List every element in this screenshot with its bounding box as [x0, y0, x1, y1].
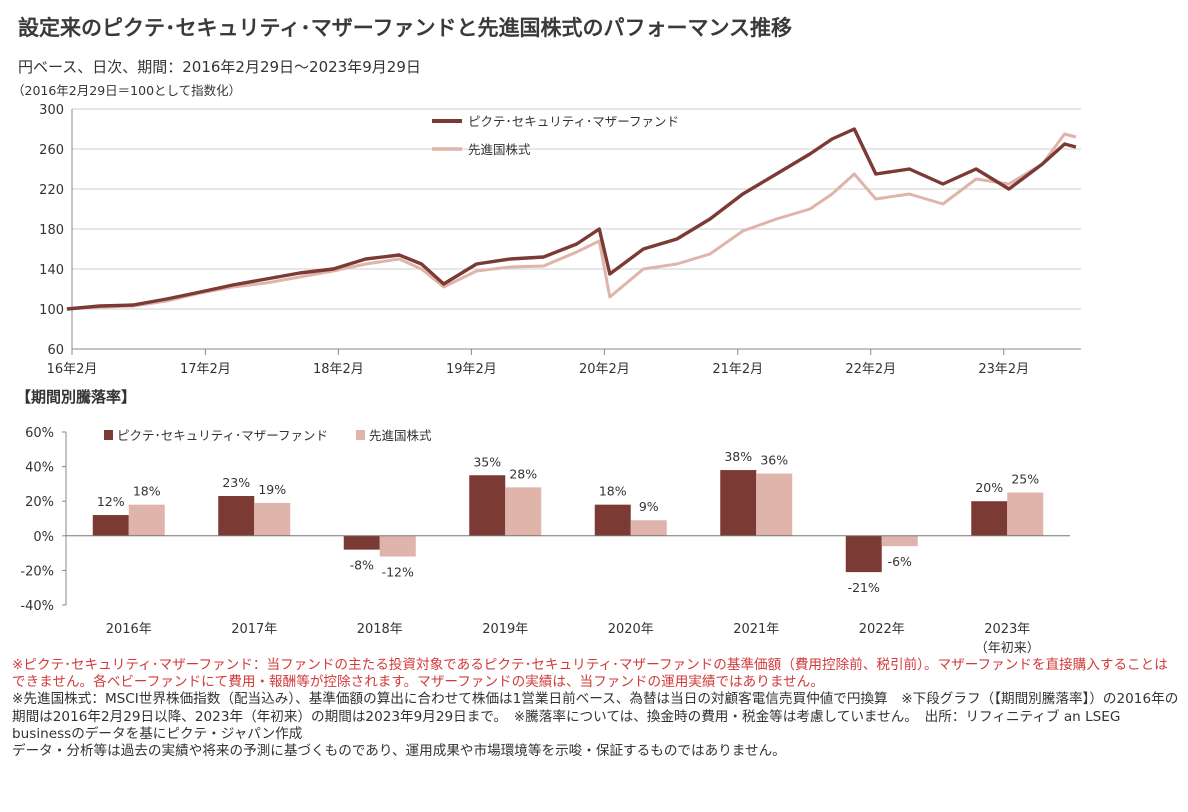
x-tick-label: 20年2月 [579, 362, 630, 377]
bar-fund [845, 535, 882, 573]
x-tick-label: 2017年 [231, 622, 277, 637]
data-label: 25% [1011, 472, 1039, 487]
data-label: 18% [133, 484, 161, 499]
legend-label: ピクテ･セキュリティ･マザーファンド [117, 428, 328, 443]
x-tick-label: 2019年 [482, 622, 528, 637]
x-tick-label: 2020年 [608, 622, 654, 637]
data-label: -6% [888, 554, 912, 569]
y-tick-label: -40% [20, 599, 54, 614]
data-label: 36% [760, 453, 788, 468]
bar-fund [469, 475, 506, 536]
bar-index [1007, 492, 1044, 536]
legend-swatch [356, 430, 365, 440]
bar-fund [971, 501, 1008, 536]
y-tick-label: 300 [39, 103, 64, 118]
bar-index [379, 535, 416, 557]
chart-title: 設定来のピクテ･セキュリティ･マザーファンドと先進国株式のパフォーマンス推移 [18, 16, 793, 40]
series-line-fund [66, 127, 1077, 311]
data-label: -8% [350, 558, 374, 573]
note-fund: ※ピクテ･セキュリティ･マザーファンド：当ファンドの主たる投資対象であるピクテ･… [12, 657, 1168, 691]
y-tick-label: 140 [39, 263, 64, 278]
y-tick-label: -20% [20, 564, 54, 579]
bar-index [756, 473, 793, 536]
x-tick-label: 2022年 [859, 622, 905, 637]
note-index: ※先進国株式：MSCI世界株価指数（配当込み）、基準価額の算出に合わせて株価は1… [12, 691, 1179, 742]
x-tick-label: 17年2月 [180, 362, 231, 377]
data-label: 38% [724, 449, 752, 464]
x-tick-label: 19年2月 [446, 362, 497, 377]
y-tick-label: 260 [39, 143, 64, 158]
y-tick-label: 0% [33, 530, 54, 545]
data-label: 35% [473, 454, 501, 469]
line-chart: 60 100 140 180 220 260 300 16年2月 17年2月 18年2月 19年2月… [39, 103, 1081, 377]
bar-index [881, 535, 918, 547]
bar-index [630, 520, 667, 536]
x-tick-label: 22年2月 [845, 362, 896, 377]
bar-fund [720, 470, 757, 536]
category-note: （年初来） [975, 641, 1040, 656]
bar-index [505, 487, 542, 536]
legend-swatch [104, 430, 113, 440]
data-label: 28% [509, 466, 537, 481]
x-tick-label: 16年2月 [47, 362, 98, 377]
bar-index [128, 504, 165, 536]
chart-subtitle: 円ベース、日次、期間：2016年2月29日～2023年9月29日 [18, 58, 421, 76]
index-note: （2016年2月29日＝100として指数化） [12, 83, 242, 98]
section-title: 【期間別騰落率】 [16, 388, 137, 406]
note-disclaimer: データ・分析等は過去の実績や将来の予測に基づくものであり、運用成果や市場環境等を… [12, 743, 786, 760]
x-tick-label: 2018年 [357, 622, 403, 637]
data-label: 23% [222, 475, 250, 490]
y-tick-label: 60 [47, 343, 64, 358]
y-tick-label: 40% [25, 461, 54, 476]
data-label: 12% [97, 494, 125, 509]
bar-fund [343, 535, 380, 550]
legend-label: ピクテ･セキュリティ･マザーファンド [468, 114, 679, 129]
y-tick-label: 20% [25, 495, 54, 510]
data-label: 20% [975, 480, 1003, 495]
bar-fund [594, 504, 631, 536]
data-label: 19% [258, 482, 286, 497]
x-tick-label: 2016年 [106, 622, 152, 637]
y-tick-label: 60% [25, 426, 54, 441]
x-tick-label: 2023年 [984, 622, 1030, 637]
y-tick-label: 100 [39, 303, 64, 318]
x-tick-label: 21年2月 [712, 362, 763, 377]
data-label: -21% [848, 580, 880, 595]
bar-fund [218, 496, 255, 536]
bar-index [254, 502, 291, 536]
data-label: 9% [639, 499, 659, 514]
data-label: -12% [382, 565, 414, 580]
footnotes: ※ピクテ･セキュリティ･マザーファンド：当ファンドの主たる投資対象であるピクテ･… [12, 657, 1180, 760]
bar-fund [92, 515, 129, 536]
x-tick-label: 23年2月 [978, 362, 1029, 377]
legend-label: 先進国株式 [468, 142, 531, 157]
legend-label: 先進国株式 [369, 428, 432, 443]
data-label: 18% [599, 484, 627, 499]
y-tick-label: 220 [39, 183, 64, 198]
x-tick-label: 18年2月 [313, 362, 364, 377]
series-line-index [66, 132, 1077, 311]
y-tick-label: 180 [39, 223, 64, 238]
bar-chart: -40% -20% 0% 20% 40% 60% 12% 18% 2016年 23% 19% 2017… [20, 426, 1070, 656]
x-tick-label: 2021年 [733, 622, 779, 637]
